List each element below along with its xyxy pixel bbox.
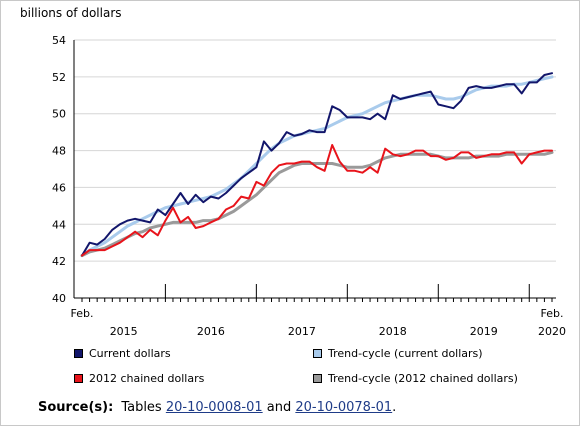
source-prefix: Tables xyxy=(121,400,166,415)
source-note: Source(s): Tables 20-10-0008-01 and 20-10… xyxy=(38,400,396,415)
x-year-label: 2016 xyxy=(197,325,225,338)
y-tick-label: 54 xyxy=(52,34,66,47)
x-year-label: 2018 xyxy=(379,325,407,338)
source-suffix: . xyxy=(392,400,397,415)
table-link-1[interactable]: 20-10-0008-01 xyxy=(165,400,263,415)
y-tick-label: 48 xyxy=(52,145,66,158)
series-line-0 xyxy=(81,72,553,257)
source-label: Source(s): xyxy=(38,400,114,415)
legend-trend-chained: Trend-cycle (2012 chained dollars) xyxy=(313,372,518,385)
source-middle: and xyxy=(262,400,296,415)
axes xyxy=(73,40,556,302)
y-tick-label: 40 xyxy=(52,292,66,305)
y-tick-label: 46 xyxy=(52,181,66,194)
legend-swatch xyxy=(74,349,83,358)
legend-label: 2012 chained dollars xyxy=(89,372,205,385)
x-year-label: 2019 xyxy=(470,325,498,338)
tick-labels: 40 42 44 46 48 50 52 54 2015 2016 2017 2018 2019 Feb.… xyxy=(52,34,566,338)
legend-swatch xyxy=(313,374,322,383)
legend-label: Trend-cycle (2012 chained dollars) xyxy=(328,372,518,385)
series-line-2 xyxy=(81,144,553,257)
y-tick-label: 52 xyxy=(52,71,66,84)
y-axis-label: billions of dollars xyxy=(20,6,122,20)
legend-chained-dollars: 2012 chained dollars xyxy=(74,372,204,385)
legend-swatch xyxy=(313,349,322,358)
legend-current-dollars: Current dollars xyxy=(74,347,171,360)
series-lines xyxy=(80,72,554,258)
legend-trend-current: Trend-cycle (current dollars) xyxy=(313,347,483,360)
legend-label: Trend-cycle (current dollars) xyxy=(328,347,483,360)
table-link-2[interactable]: 20-10-0078-01 xyxy=(295,400,393,415)
x-end-label-bottom: 2020 xyxy=(538,325,566,338)
y-tick-label: 50 xyxy=(52,108,66,121)
legend-label: Current dollars xyxy=(89,347,171,360)
y-tick-label: 42 xyxy=(52,255,66,268)
x-end-label-top: Feb. xyxy=(541,307,564,320)
x-year-label: 2015 xyxy=(110,325,138,338)
x-start-label: Feb. xyxy=(71,307,94,320)
y-tick-label: 44 xyxy=(52,218,66,231)
gridlines xyxy=(74,39,556,262)
legend-swatch xyxy=(74,374,83,383)
x-year-label: 2017 xyxy=(288,325,316,338)
